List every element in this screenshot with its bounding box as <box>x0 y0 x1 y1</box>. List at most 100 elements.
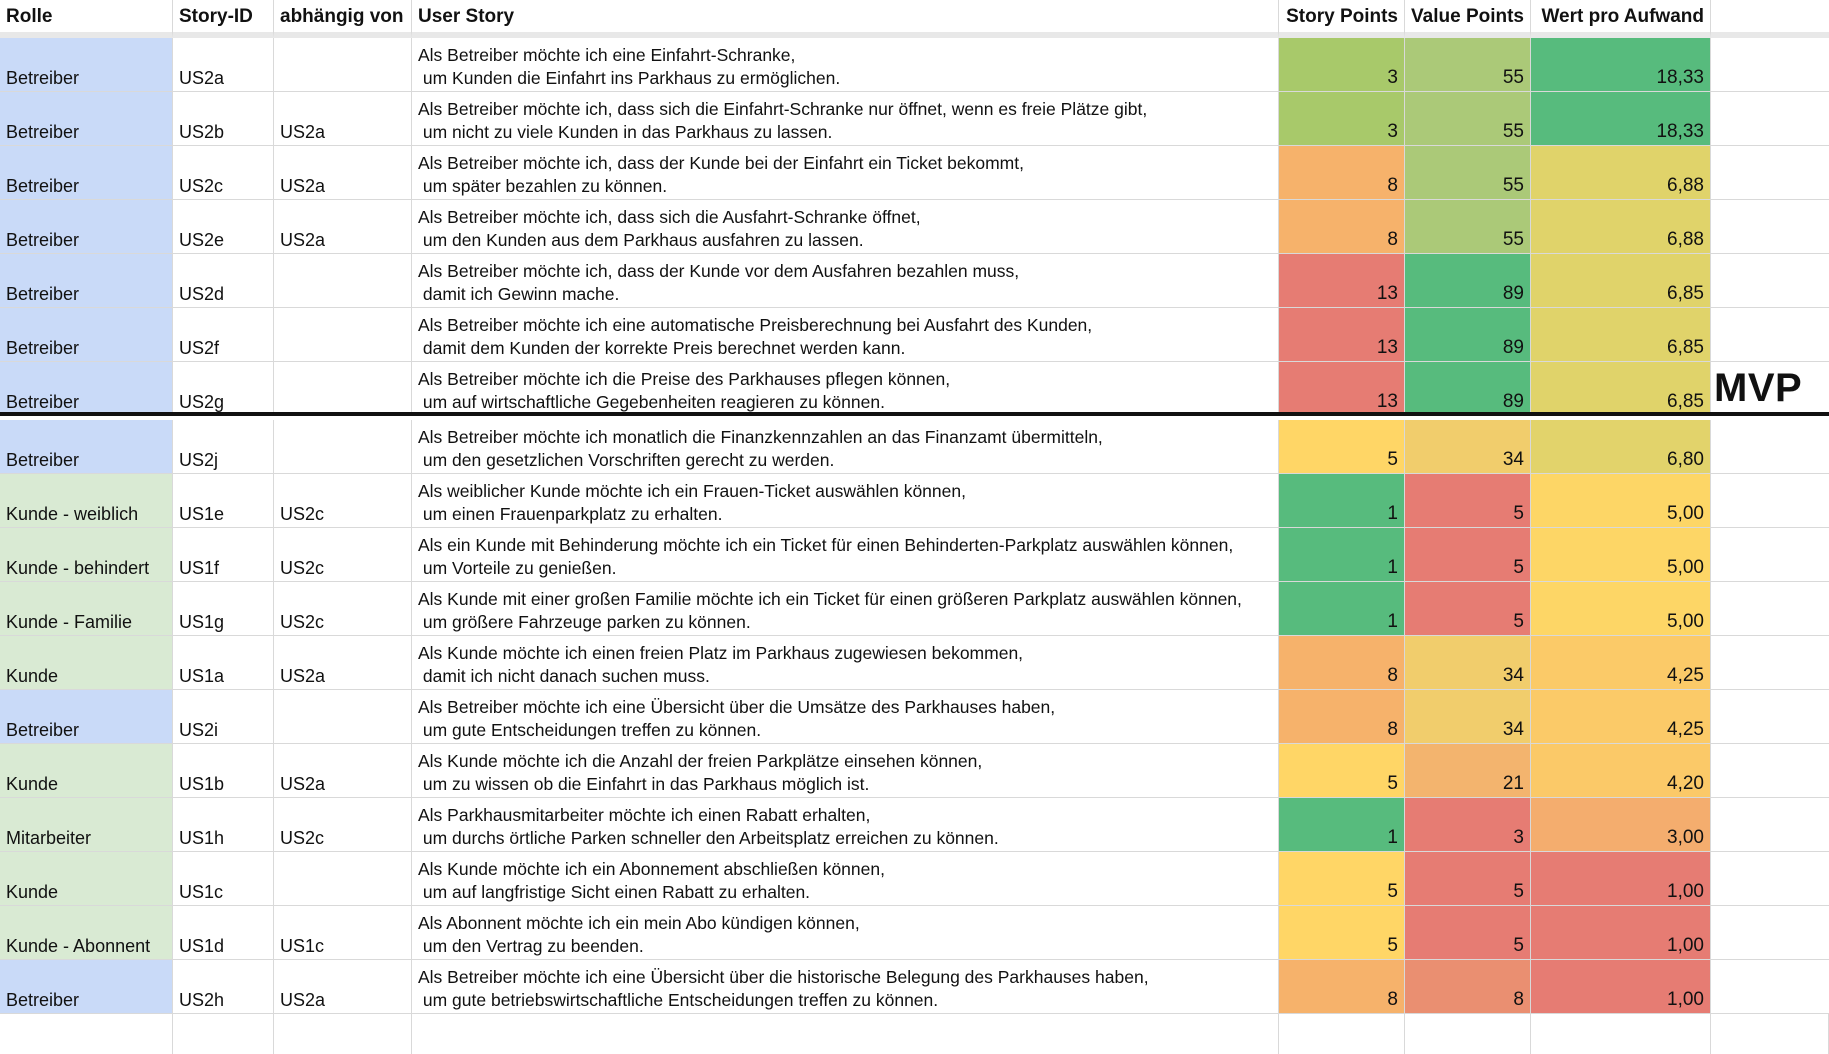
cell-value-points[interactable]: 34 <box>1405 420 1531 474</box>
cell-user-story[interactable]: Als Kunde mit einer großen Familie möcht… <box>412 582 1279 636</box>
cell-rolle[interactable]: Kunde <box>0 852 173 906</box>
cell-empty[interactable] <box>1711 146 1829 200</box>
cell-story-id[interactable]: US2c <box>173 146 274 200</box>
cell-abhaengig[interactable]: US2a <box>274 744 412 798</box>
cell-story-points[interactable]: 1 <box>1279 474 1405 528</box>
cell-empty[interactable] <box>1711 636 1829 690</box>
cell-empty[interactable] <box>1711 528 1829 582</box>
cell-wert[interactable]: 6,85 <box>1531 308 1711 362</box>
cell-user-story[interactable]: Als Betreiber möchte ich die Preise des … <box>412 362 1279 416</box>
cell-rolle[interactable]: Kunde - weiblich <box>0 474 173 528</box>
cell-empty[interactable] <box>1711 474 1829 528</box>
cell-rolle[interactable]: Kunde - behindert <box>0 528 173 582</box>
cell-story-id[interactable]: US1f <box>173 528 274 582</box>
cell-value-points[interactable]: 55 <box>1405 146 1531 200</box>
cell-abhaengig[interactable]: US2c <box>274 528 412 582</box>
cell-abhaengig[interactable] <box>274 308 412 362</box>
cell-value-points[interactable]: 5 <box>1405 582 1531 636</box>
cell-story-id[interactable]: US1a <box>173 636 274 690</box>
cell-value-points[interactable]: 5 <box>1405 474 1531 528</box>
cell-story-id[interactable]: US2b <box>173 92 274 146</box>
cell-user-story[interactable]: Als Kunde möchte ich die Anzahl der frei… <box>412 744 1279 798</box>
cell-empty[interactable] <box>1405 1014 1531 1054</box>
cell-user-story[interactable]: Als Kunde möchte ich einen freien Platz … <box>412 636 1279 690</box>
cell-user-story[interactable]: Als Betreiber möchte ich, dass sich die … <box>412 200 1279 254</box>
cell-story-points[interactable]: 3 <box>1279 38 1405 92</box>
cell-empty[interactable] <box>173 1014 274 1054</box>
cell-wert[interactable]: 1,00 <box>1531 906 1711 960</box>
cell-wert[interactable]: 4,25 <box>1531 690 1711 744</box>
cell-value-points[interactable]: 5 <box>1405 852 1531 906</box>
cell-value-points[interactable]: 5 <box>1405 906 1531 960</box>
cell-story-id[interactable]: US1e <box>173 474 274 528</box>
cell-empty[interactable] <box>1711 906 1829 960</box>
cell-story-points[interactable]: 1 <box>1279 798 1405 852</box>
cell-wert[interactable]: 1,00 <box>1531 852 1711 906</box>
cell-user-story[interactable]: Als Betreiber möchte ich eine Einfahrt-S… <box>412 38 1279 92</box>
header-story-points[interactable]: Story Points <box>1279 0 1405 38</box>
cell-user-story[interactable]: Als Betreiber möchte ich, dass sich die … <box>412 92 1279 146</box>
cell-story-id[interactable]: US2i <box>173 690 274 744</box>
cell-abhaengig[interactable]: US2a <box>274 636 412 690</box>
cell-empty[interactable] <box>1711 582 1829 636</box>
cell-story-id[interactable]: US1h <box>173 798 274 852</box>
cell-user-story[interactable]: Als Kunde möchte ich ein Abonnement absc… <box>412 852 1279 906</box>
cell-wert[interactable]: 5,00 <box>1531 582 1711 636</box>
cell-story-id[interactable]: US2j <box>173 420 274 474</box>
header-value-points[interactable]: Value Points <box>1405 0 1531 38</box>
cell-user-story[interactable]: Als Betreiber möchte ich, dass der Kunde… <box>412 146 1279 200</box>
cell-user-story[interactable]: Als Betreiber möchte ich monatlich die F… <box>412 420 1279 474</box>
cell-wert[interactable]: 1,00 <box>1531 960 1711 1014</box>
cell-rolle[interactable]: Betreiber <box>0 92 173 146</box>
cell-abhaengig[interactable] <box>274 254 412 308</box>
cell-rolle[interactable]: Kunde - Familie <box>0 582 173 636</box>
cell-story-id[interactable]: US2h <box>173 960 274 1014</box>
cell-story-id[interactable]: US1b <box>173 744 274 798</box>
cell-rolle[interactable]: Betreiber <box>0 146 173 200</box>
cell-empty[interactable] <box>1711 200 1829 254</box>
cell-value-points[interactable]: 55 <box>1405 200 1531 254</box>
cell-rolle[interactable]: Betreiber <box>0 690 173 744</box>
cell-empty[interactable] <box>412 1014 1279 1054</box>
cell-user-story[interactable]: Als weiblicher Kunde möchte ich ein Frau… <box>412 474 1279 528</box>
header-abhaengig[interactable]: abhängig von <box>274 0 412 38</box>
cell-rolle[interactable]: Betreiber <box>0 420 173 474</box>
cell-abhaengig[interactable]: US2a <box>274 92 412 146</box>
cell-story-id[interactable]: US1d <box>173 906 274 960</box>
cell-empty[interactable] <box>1711 308 1829 362</box>
cell-empty[interactable] <box>1711 1014 1829 1054</box>
cell-rolle[interactable]: Mitarbeiter <box>0 798 173 852</box>
cell-value-points[interactable]: 34 <box>1405 690 1531 744</box>
cell-empty[interactable] <box>1711 254 1829 308</box>
cell-rolle[interactable]: Betreiber <box>0 960 173 1014</box>
cell-story-points[interactable]: 8 <box>1279 636 1405 690</box>
cell-wert[interactable]: 6,88 <box>1531 146 1711 200</box>
cell-story-points[interactable]: 5 <box>1279 852 1405 906</box>
cell-value-points[interactable]: 89 <box>1405 254 1531 308</box>
header-rolle[interactable]: Rolle <box>0 0 173 38</box>
cell-story-points[interactable]: 3 <box>1279 92 1405 146</box>
cell-rolle[interactable]: Betreiber <box>0 200 173 254</box>
cell-value-points[interactable]: 3 <box>1405 798 1531 852</box>
cell-story-id[interactable]: US1g <box>173 582 274 636</box>
cell-story-id[interactable]: US2g <box>173 362 274 416</box>
cell-story-points[interactable]: 1 <box>1279 528 1405 582</box>
cell-rolle[interactable]: Kunde - Abonnent <box>0 906 173 960</box>
cell-story-points[interactable]: 5 <box>1279 744 1405 798</box>
cell-user-story[interactable]: Als ein Kunde mit Behinderung möchte ich… <box>412 528 1279 582</box>
cell-story-id[interactable]: US2f <box>173 308 274 362</box>
cell-abhaengig[interactable] <box>274 852 412 906</box>
cell-empty[interactable] <box>1711 92 1829 146</box>
cell-value-points[interactable]: 89 <box>1405 362 1531 416</box>
cell-empty[interactable] <box>1711 798 1829 852</box>
cell-rolle[interactable]: Kunde <box>0 744 173 798</box>
cell-value-points[interactable]: 89 <box>1405 308 1531 362</box>
cell-empty[interactable] <box>1711 38 1829 92</box>
cell-empty[interactable] <box>1711 690 1829 744</box>
cell-value-points[interactable]: 8 <box>1405 960 1531 1014</box>
cell-story-points[interactable]: 8 <box>1279 960 1405 1014</box>
cell-rolle[interactable]: Betreiber <box>0 38 173 92</box>
cell-rolle[interactable]: Kunde <box>0 636 173 690</box>
cell-empty[interactable] <box>274 1014 412 1054</box>
cell-wert[interactable]: 6,88 <box>1531 200 1711 254</box>
